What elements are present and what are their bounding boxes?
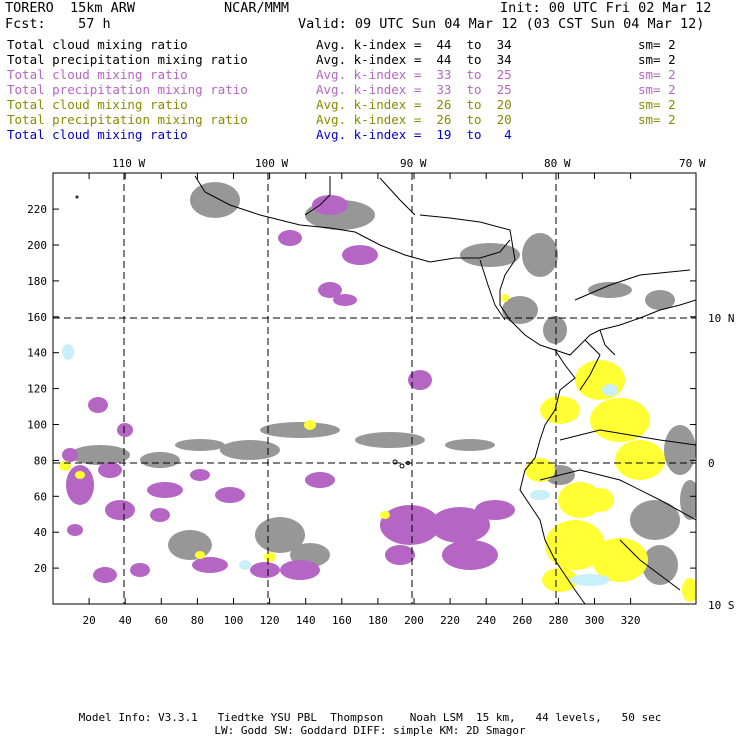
x-tick-label: 140 [296,614,316,627]
x-tick-label: 20 [82,614,95,627]
legend-sm-3: sm= 2 [638,82,676,97]
x-tick-label: 280 [548,614,568,627]
lon-label-80w: 80 W [544,157,571,170]
legend-field-6: Total cloud mixing ratio [7,127,188,142]
legend-sm-4: sm= 2 [638,97,676,112]
x-tick-label: 100 [224,614,244,627]
x-tick-label: 40 [119,614,132,627]
legend-idx-2: Avg. k-index = 33 to 25 [316,67,512,82]
x-tick-label: 80 [191,614,204,627]
x-tick-label: 180 [368,614,388,627]
x-tick-label: 200 [404,614,424,627]
legend-sm-1: sm= 2 [638,52,676,67]
lat-label-10n: 10 N [708,312,735,325]
model-info-line2: LW: Godd SW: Goddard DIFF: simple KM: 2D… [214,724,526,737]
legend-idx-3: Avg. k-index = 33 to 25 [316,82,512,97]
valid-time: Valid: 09 UTC Sun 04 Mar 12 (03 CST Sun … [298,16,705,32]
x-tick-label: 240 [476,614,496,627]
y-tick-label: 100 [27,419,47,432]
y-tick-label: 60 [34,490,47,503]
coastlines [75,175,696,604]
legend-field-1: Total precipitation mixing ratio [7,52,248,67]
lon-label-70w: 70 W [679,157,706,170]
y-tick-label: 20 [34,562,47,575]
legend-sm-2: sm= 2 [638,67,676,82]
legend-field-5: Total precipitation mixing ratio [7,112,248,127]
legend-field-0: Total cloud mixing ratio [7,37,188,52]
legend-idx-5: Avg. k-index = 26 to 20 [316,112,512,127]
lat-lon-grid [53,173,696,604]
purple-cloud-areas [62,195,515,583]
x-tick-label: 220 [440,614,460,627]
legend-idx-4: Avg. k-index = 26 to 20 [316,97,512,112]
model-info-line1: Model Info: V3.3.1 Tiedtke YSU PBL Thomp… [78,711,662,724]
legend-field-4: Total cloud mixing ratio [7,97,188,112]
axis-ticks [53,173,696,604]
x-tick-label: 160 [332,614,352,627]
center-label: NCAR/MMM [224,0,290,16]
legend-field-3: Total precipitation mixing ratio [7,82,248,97]
x-tick-label: 60 [155,614,168,627]
y-tick-label: 40 [34,526,47,539]
legend-idx-6: Avg. k-index = 19 to 4 [316,127,512,142]
model-title: TORERO 15km ARW [5,0,136,16]
lat-label-10s: 10 S [708,599,735,612]
y-tick-label: 200 [27,239,47,252]
init-time: Init: 00 UTC Fri 02 Mar 12 [500,0,712,16]
lon-label-90w: 90 W [400,157,427,170]
legend-field-2: Total cloud mixing ratio [7,67,188,82]
lon-label-110w: 110 W [112,157,146,170]
y-tick-label: 80 [34,454,47,467]
y-tick-label: 180 [27,275,47,288]
x-tick-label: 120 [260,614,280,627]
y-tick-label: 220 [27,203,47,216]
lon-label-100w: 100 W [255,157,289,170]
legend-sm-5: sm= 2 [638,112,676,127]
cloud-field-layer [59,175,696,604]
axis-tick-labels: 20 40 60 80 100 120 140 160 180 200 220 240 260 280 30… [27,203,640,627]
y-tick-label: 120 [27,383,47,396]
y-tick-label: 160 [27,311,47,324]
y-tick-label: 140 [27,347,47,360]
x-tick-label: 260 [512,614,532,627]
lat-label-0: 0 [708,457,715,470]
x-tick-label: 320 [621,614,641,627]
legend-sm-0: sm= 2 [638,37,676,52]
x-tick-label: 300 [585,614,605,627]
yellow-cloud-areas [59,294,696,602]
legend-idx-1: Avg. k-index = 44 to 34 [316,52,512,67]
forecast-hour: Fcst: 57 h [5,16,111,32]
legend-idx-0: Avg. k-index = 44 to 34 [316,37,512,52]
cyan-cloud-areas [62,344,618,586]
